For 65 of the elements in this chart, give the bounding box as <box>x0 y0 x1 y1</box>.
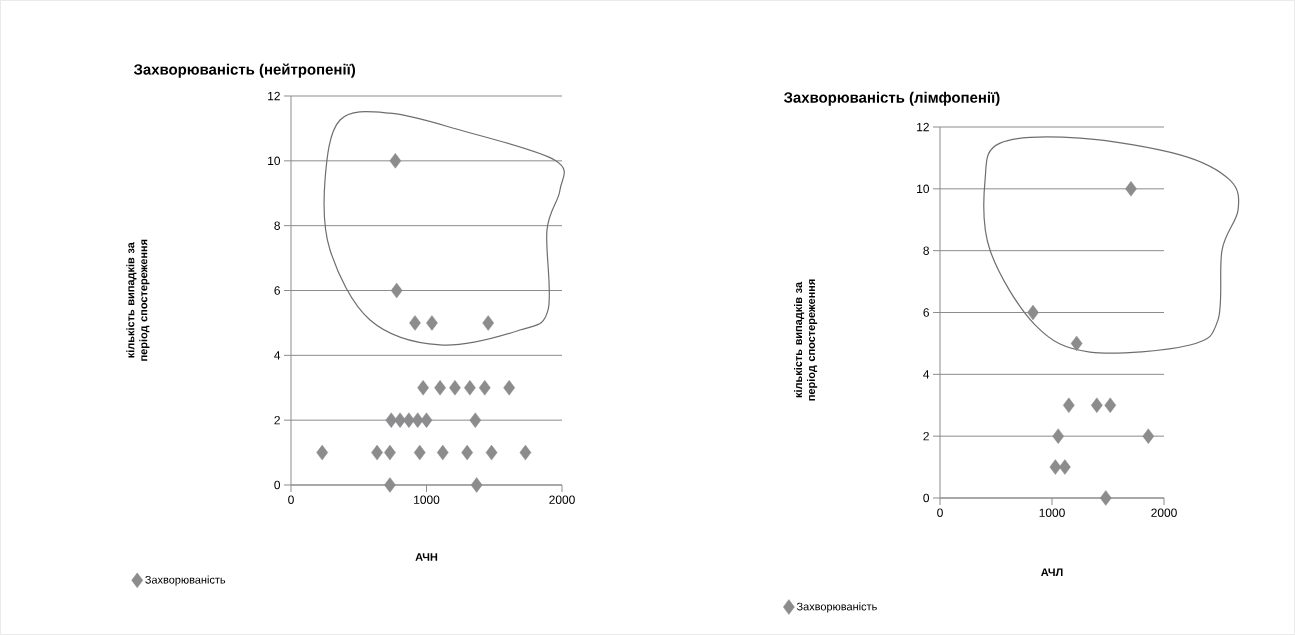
point <box>464 380 476 396</box>
point <box>409 315 421 331</box>
x-tick-label: 2000 <box>1151 508 1177 517</box>
x-tick-label: 2000 <box>549 495 575 504</box>
point <box>1142 428 1155 444</box>
y-tick-label: 8 <box>923 246 929 255</box>
x-tick-label: 1000 <box>414 495 440 504</box>
point <box>1049 459 1062 475</box>
point <box>394 412 406 428</box>
point <box>385 412 398 428</box>
y-tick-label: 10 <box>917 184 930 194</box>
point <box>434 380 446 396</box>
point <box>461 444 473 461</box>
point <box>417 380 429 396</box>
y-tick-label: 2 <box>274 416 280 425</box>
point <box>316 444 328 461</box>
point <box>519 444 532 461</box>
point <box>1062 397 1075 413</box>
point <box>470 477 483 493</box>
point <box>478 380 491 396</box>
y-axis-title: кількість випадків за період спостереження <box>794 279 818 401</box>
chart-title: Захворюваність (нейтропенії) <box>133 63 356 78</box>
point <box>411 412 424 428</box>
point <box>426 315 438 331</box>
point <box>449 380 461 396</box>
point <box>1099 490 1112 506</box>
point <box>384 444 396 461</box>
legend-label: Захворюваність <box>145 575 226 586</box>
point <box>436 444 449 461</box>
x-axis-title: АЧН <box>415 553 438 561</box>
y-tick-label: 10 <box>268 156 281 166</box>
chart-title: Захворюваність (лімфопенії) <box>783 91 1000 106</box>
point <box>390 282 403 299</box>
y-tick-label: 4 <box>274 351 281 360</box>
y-tick-label: 8 <box>274 221 280 230</box>
point <box>420 412 433 428</box>
y-tick-label: 6 <box>923 308 929 317</box>
y-tick-label: 12 <box>268 91 280 101</box>
point <box>403 412 415 428</box>
point <box>371 444 383 461</box>
point <box>1090 397 1103 413</box>
y-tick-label: 0 <box>274 480 281 490</box>
point <box>469 412 482 428</box>
x-axis-title: АЧЛ <box>1041 568 1063 577</box>
point <box>1104 397 1117 413</box>
point <box>503 380 515 396</box>
y-tick-label: 2 <box>923 432 929 441</box>
point <box>482 315 494 331</box>
y-tick-label: 6 <box>274 286 280 295</box>
point <box>1059 459 1071 475</box>
y-tick-label: 4 <box>923 370 930 379</box>
y-tick-label: 12 <box>917 122 929 132</box>
point <box>1027 304 1039 321</box>
point <box>1052 428 1064 444</box>
legend-label: Захворюваність <box>796 602 877 613</box>
point <box>389 153 402 169</box>
x-tick-label: 1000 <box>1039 508 1065 517</box>
x-tick-label: 0 <box>937 508 943 517</box>
y-axis-title: кількість випадків за період спостереження <box>126 239 150 361</box>
point <box>413 444 426 461</box>
x-tick-label: 0 <box>288 495 294 504</box>
point <box>485 444 498 461</box>
point <box>1125 181 1137 197</box>
point <box>1070 335 1083 352</box>
point <box>384 477 396 493</box>
